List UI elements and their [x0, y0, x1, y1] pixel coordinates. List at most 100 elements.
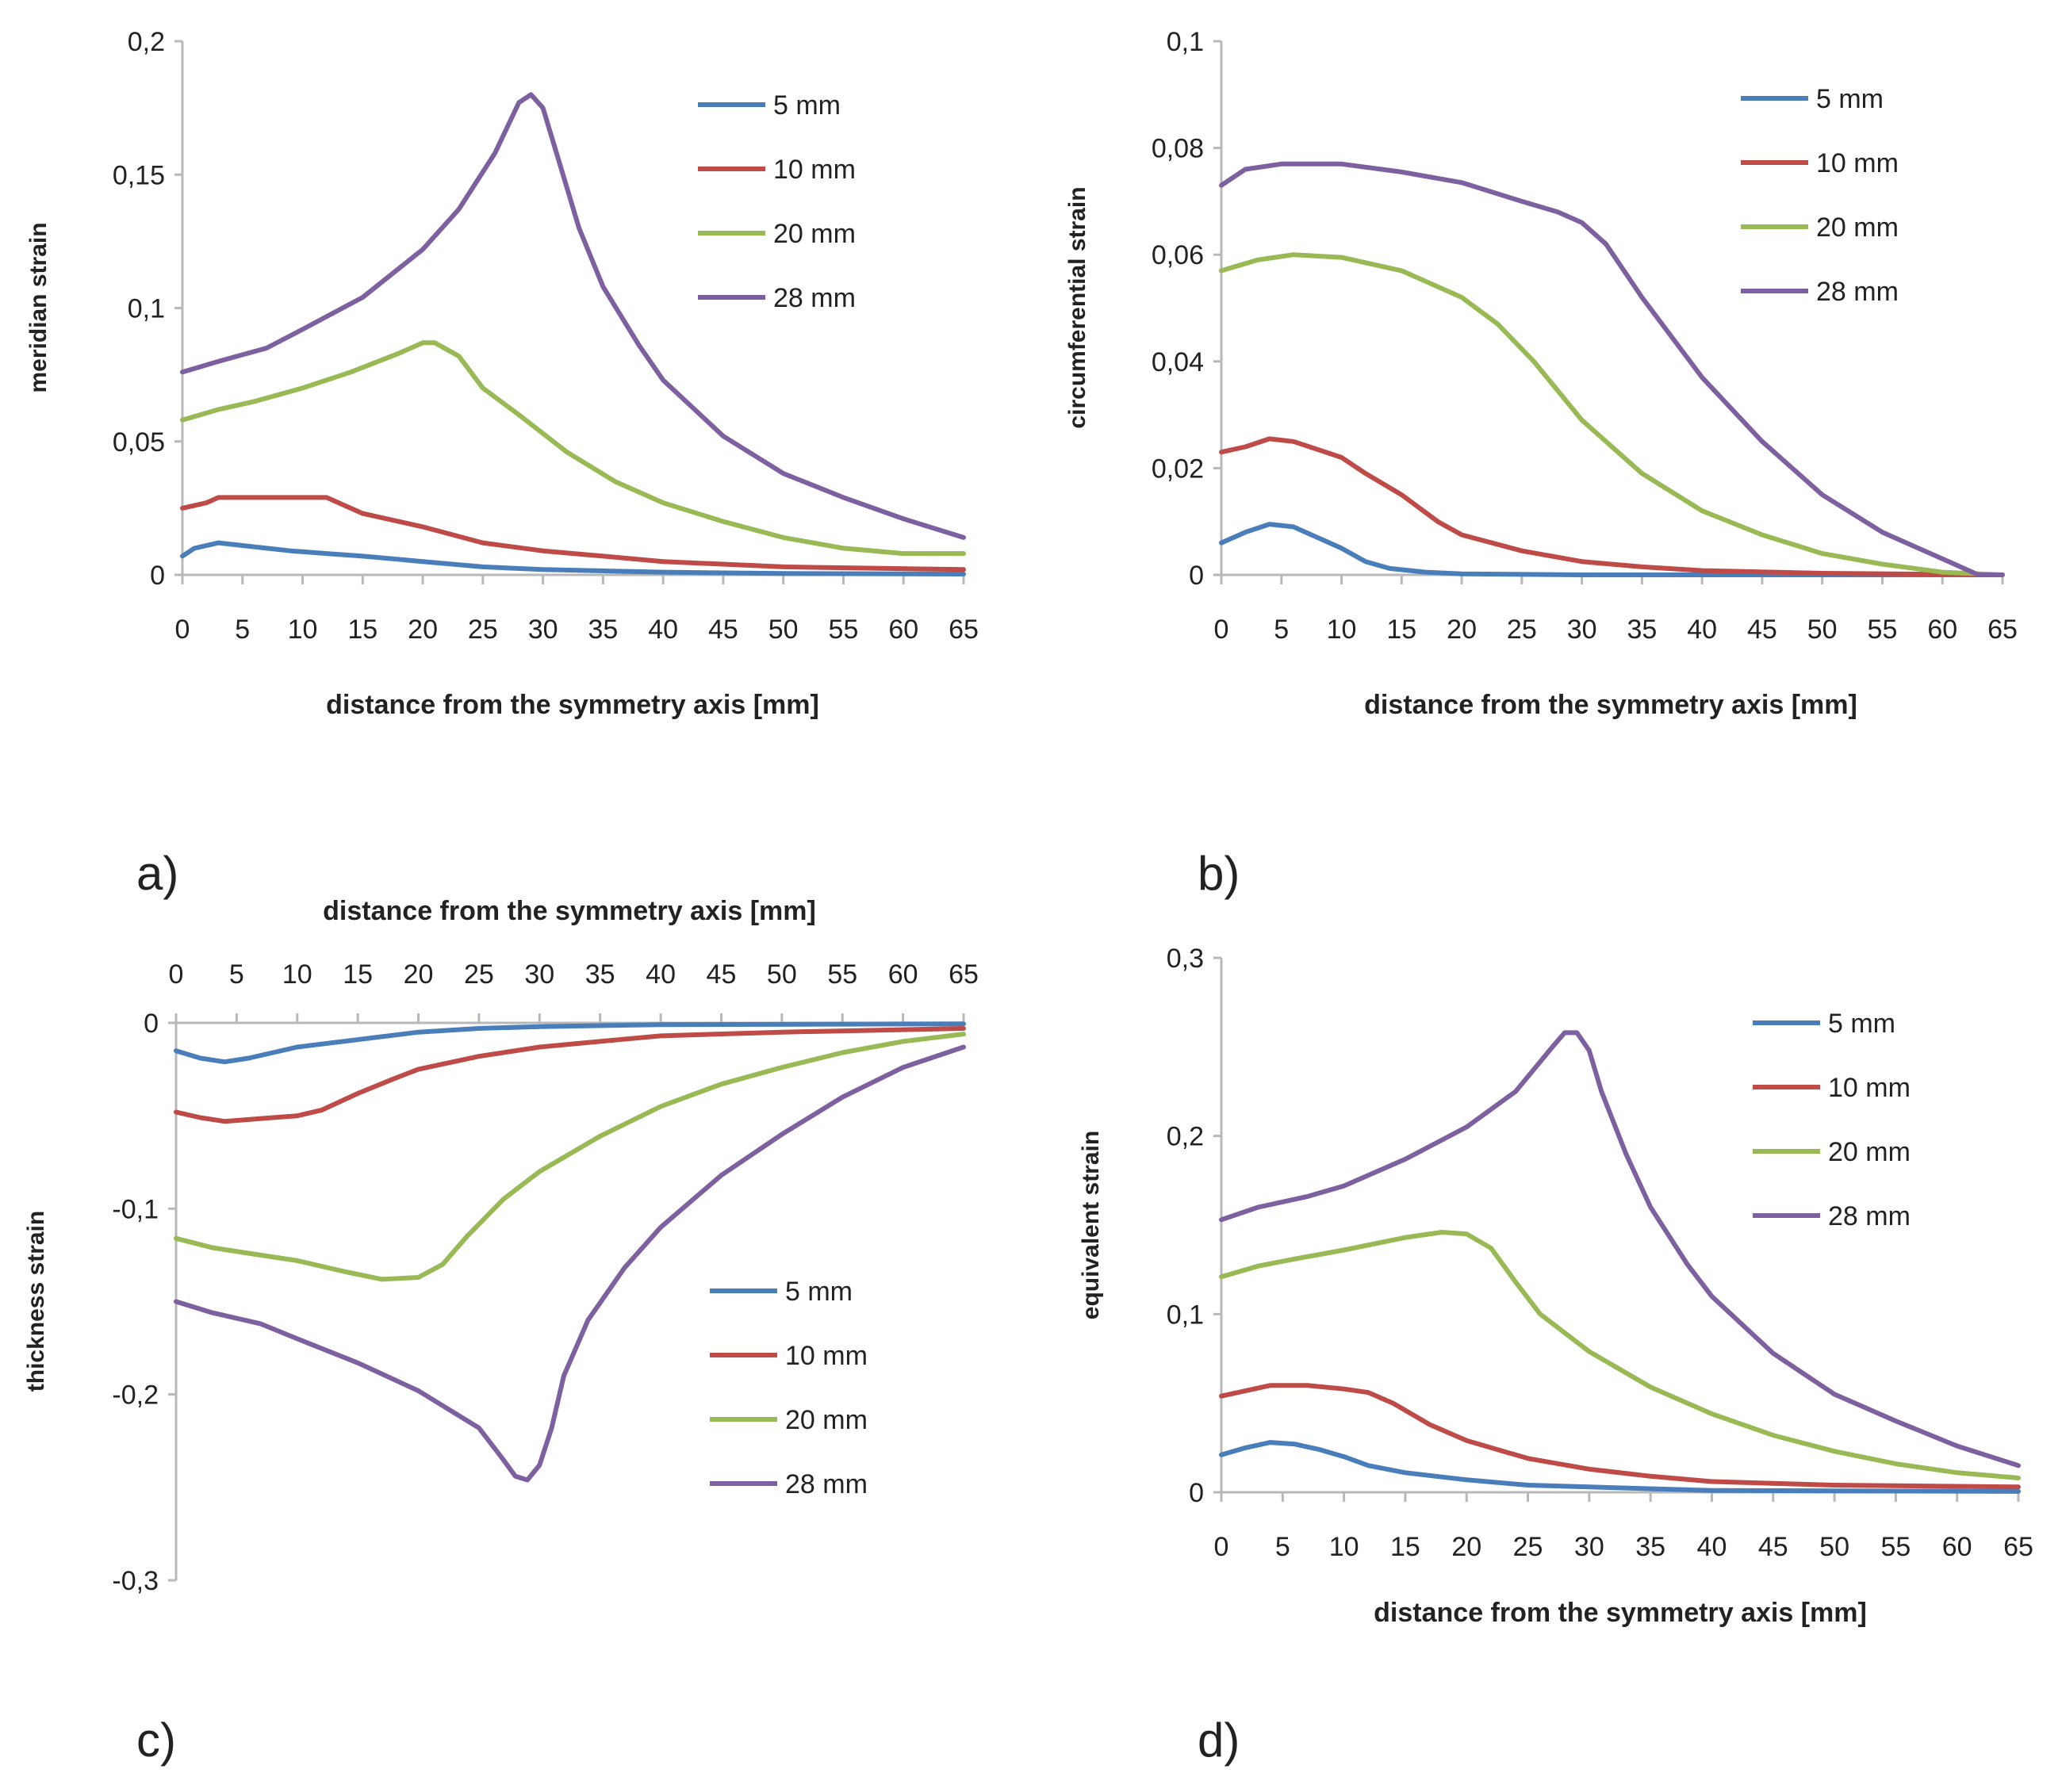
x-tick-label: 60: [888, 959, 918, 990]
y-tick-label: 0,06: [1152, 240, 1204, 270]
x-tick-label: 50: [1819, 1532, 1849, 1562]
x-tick-label: 10: [288, 615, 318, 645]
x-tick-label: 50: [768, 615, 799, 645]
x-tick-label: 20: [404, 959, 434, 990]
x-tick-label: 5: [235, 615, 250, 645]
legend-label: 10 mm: [1816, 148, 1899, 178]
x-tick-label: 5: [229, 959, 244, 990]
y-axis-title: meridian strain: [25, 222, 52, 392]
chart-d-equivalent-strain: 0 0,1 0,2 0,3 0 5 10 15 20 25 30 35 40 45 50 55 60 65 dist…: [1078, 944, 2033, 1767]
series-line-5mm: [174, 1021, 966, 1065]
chart-a-meridian-strain: 0 0,05 0,1 0,15 0,2 0 5 10 15 20 25 30 35 40 45 50 55 60 6…: [25, 27, 979, 900]
y-tick-label: -0,2: [112, 1380, 159, 1411]
y-tick-label: 0,2: [1167, 1122, 1204, 1152]
x-tick-label: 15: [1386, 615, 1416, 645]
x-tick-label: 55: [1880, 1532, 1911, 1562]
panel-label: b): [1198, 847, 1240, 900]
series-line-28mm: [1219, 1030, 2021, 1468]
y-tick-label: 0,1: [1167, 27, 1204, 57]
x-tick-label: 30: [524, 959, 554, 990]
x-tick-label: 0: [175, 615, 190, 645]
legend-label: 5 mm: [785, 1277, 853, 1307]
x-tick-label: 20: [1447, 615, 1477, 645]
x-tick-label: 15: [1390, 1532, 1420, 1562]
x-tick-label: 35: [1635, 1532, 1665, 1562]
x-tick-label: 40: [646, 959, 676, 990]
legend-label: 28 mm: [773, 283, 856, 313]
x-tick-label: 5: [1274, 615, 1289, 645]
x-tick-label: 10: [282, 959, 312, 990]
y-axis-title: equivalent strain: [1078, 1131, 1104, 1319]
legend-label: 28 mm: [785, 1469, 868, 1499]
x-tick-label: 45: [1758, 1532, 1788, 1562]
y-tick-label: 0,1: [1167, 1300, 1204, 1330]
y-tick-label: -0,1: [112, 1194, 159, 1224]
y-tick-label: 0: [1189, 561, 1204, 591]
y-tick-label: -0,3: [112, 1566, 159, 1596]
x-tick-label: 10: [1327, 615, 1357, 645]
legend-label: 20 mm: [1828, 1137, 1911, 1167]
y-tick-label: 0: [150, 561, 165, 591]
y-tick-label: 0,08: [1152, 134, 1204, 164]
x-tick-label: 65: [949, 959, 979, 990]
x-tick-label: 60: [1942, 1532, 1972, 1562]
y-axis-title: circumferential strain: [1064, 186, 1090, 428]
x-tick-label: 25: [464, 959, 494, 990]
series-line-20mm: [1219, 252, 2005, 577]
y-tick-label: 0,05: [113, 427, 165, 458]
y-tick-label: 0,1: [128, 294, 165, 324]
x-tick-label: 25: [468, 615, 498, 645]
series-line-5mm: [1219, 522, 2005, 577]
y-tick-label: 0: [1189, 1478, 1204, 1508]
legend-label: 5 mm: [1816, 84, 1884, 114]
x-tick-label: 50: [1807, 615, 1838, 645]
chart-b-circumferential-strain: 0 0,02 0,04 0,06 0,08 0,1 0 5 10 15 20 25 30 35 40 45 50…: [1064, 27, 2018, 900]
series-line-5mm: [1219, 1440, 2021, 1494]
legend-label: 5 mm: [773, 90, 841, 121]
x-tick-label: 30: [1574, 1532, 1604, 1562]
x-tick-label: 0: [169, 959, 184, 990]
y-tick-label: 0,2: [128, 27, 165, 57]
legend-label: 10 mm: [785, 1341, 868, 1371]
x-tick-label: 35: [585, 959, 615, 990]
legend-label: 20 mm: [1816, 213, 1899, 243]
y-tick-label: 0,02: [1152, 454, 1204, 484]
legend-label: 28 mm: [1816, 277, 1899, 307]
x-tick-label: 25: [1513, 1532, 1543, 1562]
y-tick-label: 0,15: [113, 160, 165, 190]
legend-label: 10 mm: [773, 155, 856, 185]
series-line-20mm: [174, 1032, 966, 1282]
x-tick-label: 35: [588, 615, 618, 645]
x-axis-title: distance from the symmetry axis [mm]: [326, 690, 819, 720]
series-line-10mm: [1219, 436, 2005, 577]
panel-label: a): [136, 847, 178, 900]
y-tick-label: 0,04: [1152, 347, 1204, 377]
panel-label: d): [1198, 1714, 1240, 1767]
legend-label: 28 mm: [1828, 1201, 1911, 1231]
y-tick-label: 0,3: [1167, 944, 1204, 974]
y-axis-title: thickness strain: [23, 1211, 49, 1392]
series-line-10mm: [174, 1026, 966, 1124]
x-tick-label: 65: [1987, 615, 2018, 645]
x-tick-label: 30: [528, 615, 558, 645]
x-tick-label: 35: [1627, 615, 1657, 645]
legend-label: 20 mm: [773, 219, 856, 249]
x-tick-label: 55: [829, 615, 859, 645]
x-tick-label: 5: [1275, 1532, 1290, 1562]
x-tick-label: 60: [1927, 615, 1957, 645]
x-axis-title: distance from the symmetry axis [mm]: [1364, 690, 1857, 720]
chart-c-thickness-strain: -0,3 -0,2 -0,1 00 5 10 15 20 25 30 35 40 45 50 55 60 65 d…: [23, 896, 979, 1767]
x-tick-label: 0: [1214, 1532, 1229, 1562]
x-tick-label: 55: [1868, 615, 1898, 645]
series-line-10mm: [1219, 1383, 2021, 1490]
x-tick-label: 50: [767, 959, 797, 990]
series-line-20mm: [180, 340, 966, 557]
x-tick-label: 25: [1507, 615, 1537, 645]
x-axis-title: distance from the symmetry axis [mm]: [323, 896, 816, 926]
series-line-28mm: [180, 92, 966, 540]
x-tick-label: 20: [1451, 1532, 1481, 1562]
series-line-20mm: [1219, 1230, 2021, 1480]
x-tick-label: 55: [827, 959, 857, 990]
legend-label: 10 mm: [1828, 1073, 1911, 1103]
